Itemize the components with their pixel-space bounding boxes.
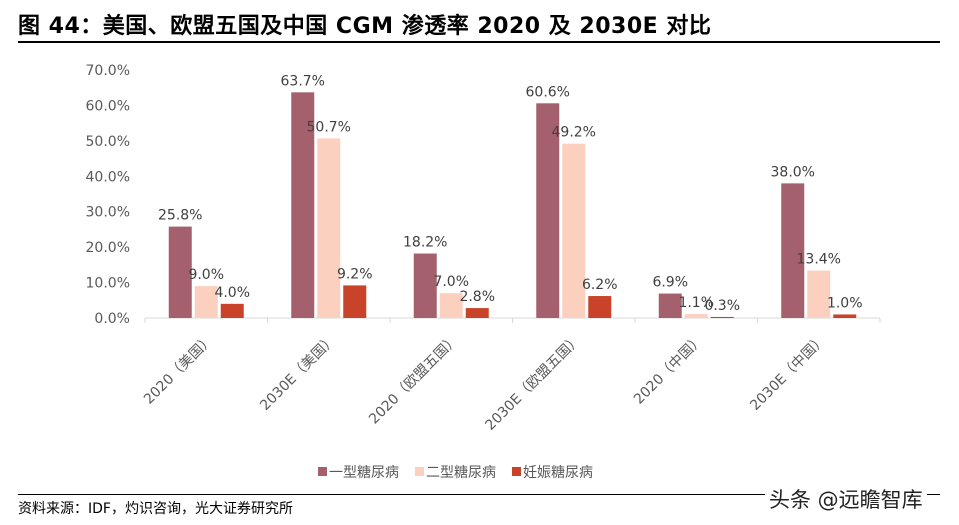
x-tick-label: 2020（中国） [631, 332, 707, 408]
data-label: 7.0% [433, 274, 469, 290]
data-label: 38.0% [771, 164, 815, 180]
source-rule [18, 494, 940, 495]
bar-3 [465, 308, 489, 318]
bar-3 [833, 314, 857, 318]
source-note: 资料来源：IDF，灼识咨询，光大证券研究所 [18, 501, 293, 517]
x-tick-label: 2030E（欧盟五国） [482, 332, 584, 434]
bar-1 [413, 253, 437, 318]
bar-2 [439, 293, 463, 318]
bar-1 [536, 103, 560, 318]
bar-2 [317, 138, 341, 318]
data-label: 13.4% [797, 252, 841, 268]
bar-1 [781, 183, 805, 318]
data-label: 9.2% [337, 266, 373, 282]
data-label: 6.2% [582, 277, 618, 293]
bar-3 [710, 316, 734, 318]
y-tick-label: 30.0% [86, 205, 130, 221]
bar-2 [807, 270, 831, 318]
x-tick-label: 2030E（中国） [747, 332, 829, 414]
y-tick-label: 20.0% [86, 240, 130, 256]
legend-swatch-3 [512, 467, 521, 476]
bar-3 [220, 303, 244, 318]
bar-2 [562, 143, 586, 318]
data-label: 18.2% [403, 235, 447, 251]
legend-label: 二型糖尿病 [426, 465, 496, 481]
bar-2 [194, 286, 218, 318]
legend-label: 妊娠糖尿病 [523, 465, 593, 481]
x-tick-label: 2030E（美国） [257, 332, 339, 414]
x-tick-label: 2020（美国） [141, 332, 217, 408]
data-label: 1.0% [827, 295, 863, 311]
data-label: 4.0% [214, 285, 250, 301]
data-label: 50.7% [307, 119, 351, 135]
bar-3 [588, 296, 612, 318]
figure-title: 图 44：美国、欧盟五国及中国 CGM 渗透率 2020 及 2030E 对比 [18, 14, 712, 39]
y-tick-label: 60.0% [86, 98, 130, 114]
bar-3 [343, 285, 367, 318]
data-label: 9.0% [188, 267, 224, 283]
x-tick-label: 2020（欧盟五国） [366, 332, 462, 428]
bar-1 [168, 226, 192, 318]
title-rule [18, 41, 940, 43]
watermark: 头条 @远瞻智库 [765, 484, 927, 514]
data-label: 1.1% [678, 295, 714, 311]
data-label: 49.2% [552, 125, 596, 141]
bar-2 [684, 314, 708, 318]
data-label: 60.6% [526, 84, 570, 100]
legend-label: 一型糖尿病 [329, 465, 399, 481]
y-tick-label: 0.0% [94, 311, 130, 327]
data-label: 2.8% [459, 289, 495, 305]
y-tick-label: 70.0% [86, 63, 130, 79]
data-label: 63.7% [281, 73, 325, 89]
data-label: 25.8% [158, 208, 202, 224]
bar-1 [658, 293, 682, 318]
legend-swatch-2 [415, 467, 424, 476]
bar-1 [291, 92, 315, 318]
data-label: 0.3% [704, 298, 740, 314]
legend-swatch-1 [318, 467, 327, 476]
y-tick-label: 10.0% [86, 276, 130, 292]
data-label: 6.9% [652, 275, 688, 291]
y-tick-label: 50.0% [86, 134, 130, 150]
y-tick-label: 40.0% [86, 169, 130, 185]
